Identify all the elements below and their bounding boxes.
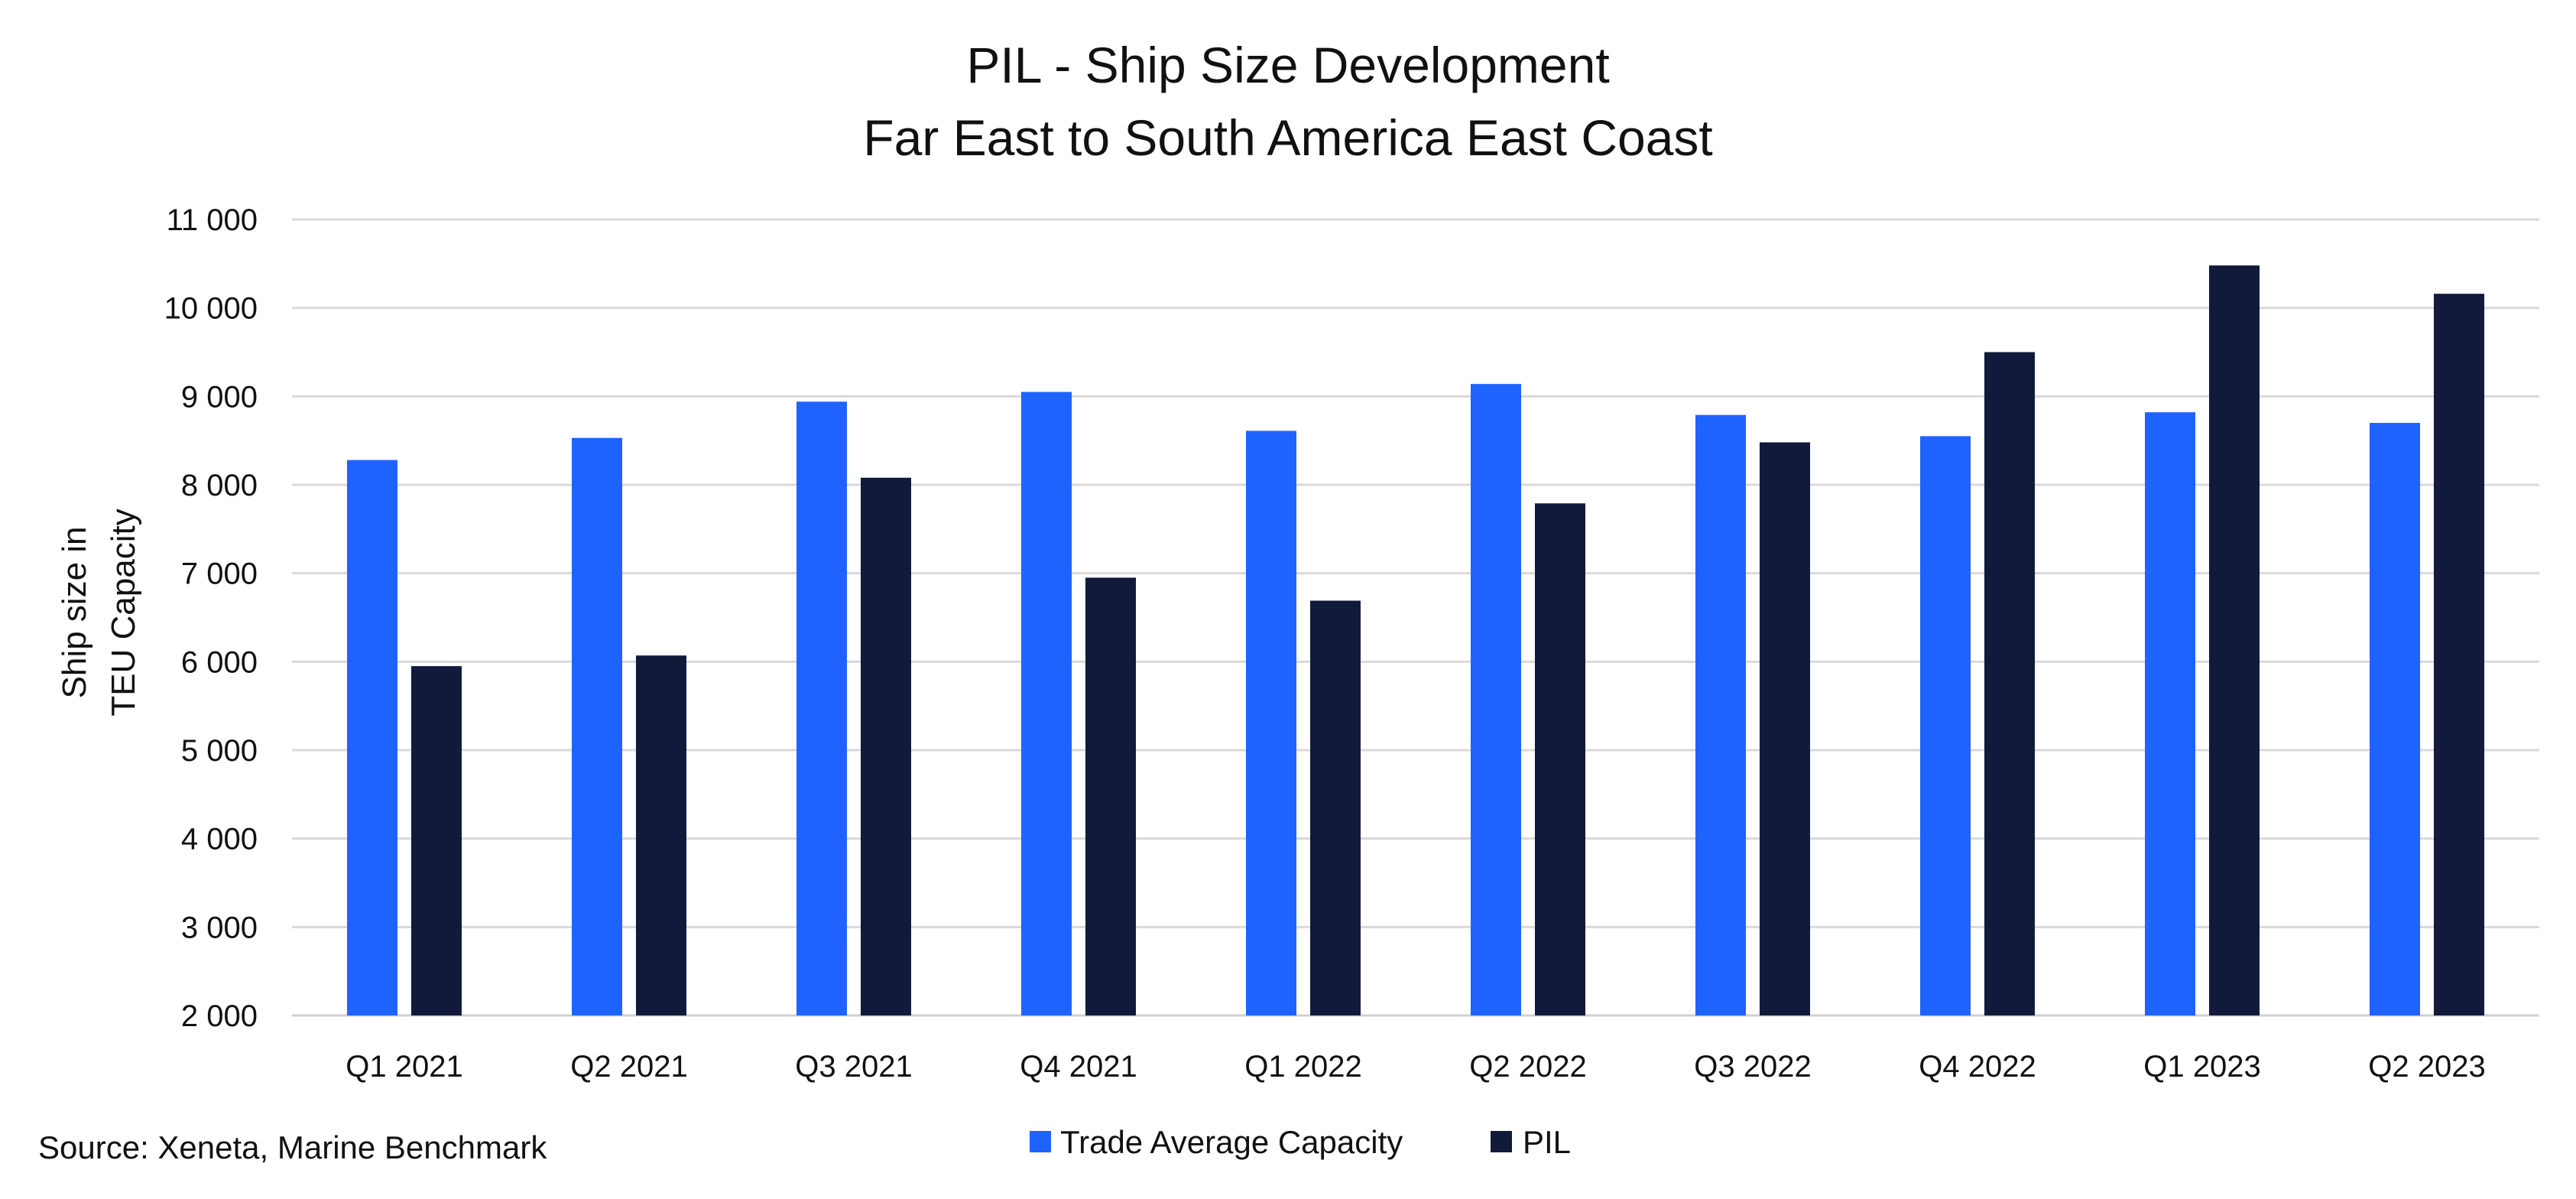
y-tick-label: 7 000 — [181, 557, 258, 591]
y-tick-label: 4 000 — [181, 823, 258, 856]
x-tick-label: Q3 2021 — [795, 1050, 912, 1084]
y-tick-label: 2 000 — [181, 999, 258, 1033]
y-tick-label: 8 000 — [181, 469, 258, 502]
bar-trade-average-capacity — [1695, 414, 1746, 1015]
y-tick-label: 5 000 — [181, 734, 258, 768]
bar-pil — [1984, 352, 2035, 1015]
bar-trade-average-capacity — [796, 401, 847, 1015]
y-tick-label: 11 000 — [167, 203, 258, 237]
y-axis-title-line-1: Ship size in — [56, 526, 93, 698]
bar-pil — [2209, 265, 2260, 1015]
source-note: Source: Xeneta, Marine Benchmark — [38, 1129, 547, 1165]
x-axis-ticks: Q1 2021 Q2 2021 Q3 2021 Q4 2021 Q1 2022 Q2 20… — [346, 1050, 2485, 1084]
legend: Trade Average Capacity PIL — [1030, 1124, 1571, 1160]
gridlines — [292, 218, 2539, 1017]
bars — [347, 265, 2484, 1015]
chart-title: PIL - Ship Size Development — [966, 37, 1609, 93]
bar-pil — [636, 655, 686, 1015]
bar-pil — [1085, 577, 1136, 1015]
x-tick-label: Q2 2021 — [570, 1050, 687, 1084]
x-tick-label: Q3 2022 — [1694, 1050, 1811, 1084]
x-tick-label: Q1 2022 — [1244, 1050, 1361, 1084]
x-tick-label: Q4 2022 — [1919, 1050, 2036, 1084]
legend-swatch-trade-average-capacity — [1030, 1131, 1051, 1152]
x-tick-label: Q1 2021 — [346, 1050, 462, 1084]
legend-label-pil: PIL — [1523, 1124, 1571, 1160]
x-tick-label: Q2 2023 — [2368, 1050, 2485, 1084]
bar-pil — [861, 477, 911, 1015]
bar-trade-average-capacity — [2370, 423, 2420, 1015]
bar-trade-average-capacity — [347, 460, 397, 1015]
bar-trade-average-capacity — [2145, 412, 2195, 1015]
y-tick-label: 3 000 — [181, 911, 258, 944]
chart-subtitle: Far East to South America East Coast — [863, 109, 1713, 166]
bar-pil — [1760, 442, 1810, 1015]
bar-pil — [1535, 503, 1585, 1015]
bar-trade-average-capacity — [1021, 392, 1072, 1015]
bar-trade-average-capacity — [1920, 436, 1971, 1015]
y-axis-title: Ship size in TEU Capacity — [56, 509, 142, 716]
x-tick-label: Q1 2023 — [2143, 1050, 2260, 1084]
bar-trade-average-capacity — [1246, 431, 1296, 1015]
legend-swatch-pil — [1491, 1131, 1512, 1152]
bar-trade-average-capacity — [572, 437, 622, 1015]
bar-trade-average-capacity — [1471, 384, 1521, 1015]
y-tick-label: 10 000 — [164, 292, 258, 326]
x-tick-label: Q2 2022 — [1469, 1050, 1586, 1084]
bar-pil — [2434, 294, 2484, 1015]
x-tick-label: Q4 2021 — [1020, 1050, 1137, 1084]
bar-pil — [411, 666, 462, 1015]
y-axis-ticks: 2 000 3 000 4 000 5 000 6 000 7 000 8 000 9 000… — [164, 203, 258, 1033]
y-tick-label: 9 000 — [181, 380, 258, 414]
y-tick-label: 6 000 — [181, 645, 258, 679]
bar-pil — [1310, 600, 1361, 1015]
legend-label-trade-average-capacity: Trade Average Capacity — [1060, 1124, 1403, 1160]
y-axis-title-line-2: TEU Capacity — [105, 509, 142, 716]
